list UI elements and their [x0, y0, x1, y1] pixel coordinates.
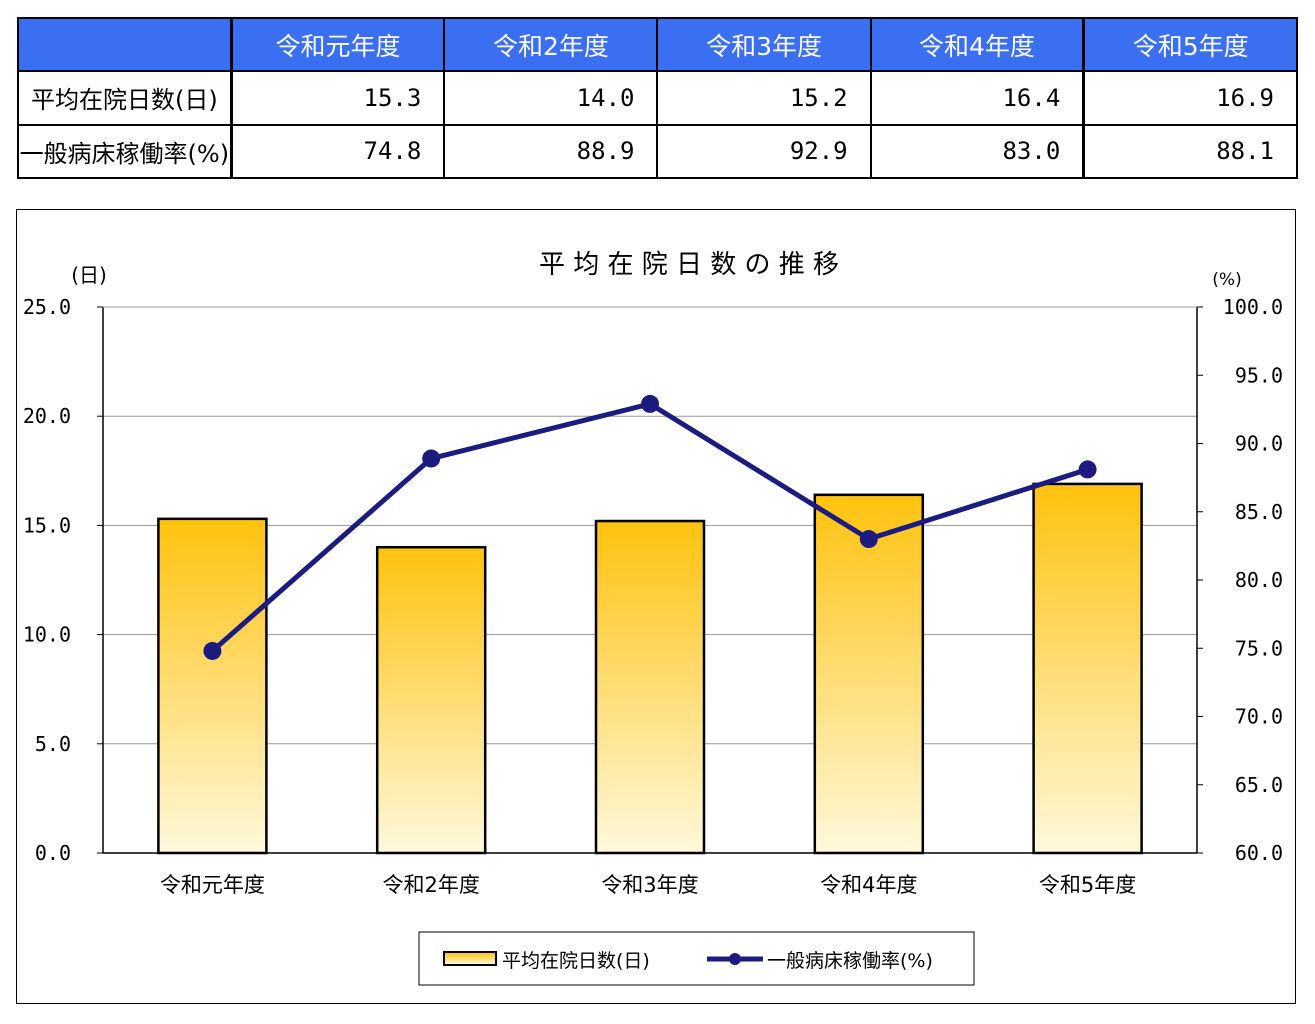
y-right-tick-label: 60.0 [1235, 841, 1283, 865]
y-right-axis-label: (%) [1212, 270, 1241, 290]
y-left-tick-label: 25.0 [23, 295, 71, 319]
x-tick-label: 令和4年度 [820, 873, 917, 897]
table-cell: 15.3 [230, 70, 446, 126]
legend-bar-label: 平均在院日数(日) [502, 950, 650, 972]
legend-bar-swatch [443, 951, 497, 966]
table-row-label: 平均在院日数(日) [16, 70, 233, 126]
table-header-cell: 令和2年度 [443, 16, 659, 73]
y-right-tick-label: 85.0 [1235, 500, 1283, 524]
y-left-tick-label: 0.0 [35, 841, 71, 865]
y-left-tick-label: 15.0 [23, 513, 71, 537]
bar [157, 517, 268, 855]
x-tick-label: 令和5年度 [1039, 873, 1136, 897]
legend-box [418, 931, 975, 986]
chart-title: 平 均 在 院 日 数 の 推 移 [539, 250, 839, 280]
table-cell: 83.0 [869, 123, 1085, 180]
x-tick-label: 令和3年度 [601, 873, 698, 897]
table-row: 平均在院日数(日) 15.3 14.0 15.2 16.4 16.9 [16, 70, 1299, 126]
table-cell: 15.2 [656, 70, 872, 126]
table-cell: 88.1 [1082, 123, 1299, 180]
table-header-cell: 令和3年度 [656, 16, 872, 73]
bar [1032, 482, 1143, 855]
y-right-tick-label: 90.0 [1235, 432, 1283, 456]
table-header-cell: 令和4年度 [869, 16, 1085, 73]
table-header-cell: 令和元年度 [230, 16, 446, 73]
y-left-tick-label: 10.0 [23, 623, 71, 647]
table-corner-cell [16, 16, 233, 73]
plot-layer: 0.0 5.0 10.0 15.0 20.0 25.0 60.0 65.0 70.0 75.0 80… [23, 295, 1283, 897]
y-right-tick-label: 70.0 [1235, 705, 1283, 729]
x-tick-label: 令和2年度 [383, 873, 480, 897]
table-cell: 88.9 [443, 123, 659, 180]
data-table: 令和元年度 令和2年度 令和3年度 令和4年度 令和5年度 平均在院日数(日) … [16, 16, 1299, 180]
y-right-tick-label: 95.0 [1235, 363, 1283, 387]
y-left-tick-label: 20.0 [23, 404, 71, 428]
table-cell: 92.9 [656, 123, 872, 180]
y-right-tick-label: 75.0 [1235, 636, 1283, 660]
bar [375, 545, 487, 855]
table-row: 一般病床稼働率(%) 74.8 88.9 92.9 83.0 88.1 [16, 123, 1299, 180]
legend-line-marker [729, 953, 741, 965]
table-cell: 16.4 [869, 70, 1085, 126]
legend-line-label: 一般病床稼働率(%) [767, 950, 933, 972]
chart-frame: 平 均 在 院 日 数 の 推 移 (日) (%) 0.0 5.0 10.0 15.0… [16, 209, 1296, 1004]
line-point [203, 641, 222, 660]
table-cell: 74.8 [230, 123, 446, 180]
x-tick-label: 令和元年度 [160, 873, 265, 897]
y-right-tick-label: 80.0 [1235, 568, 1283, 592]
table-header-cell: 令和5年度 [1082, 16, 1299, 73]
line-point [641, 394, 659, 413]
y-right-tick-label: 100.0 [1223, 295, 1283, 319]
y-left-axis-label: (日) [71, 263, 107, 287]
line-point [422, 449, 441, 468]
table-cell: 16.9 [1082, 70, 1299, 126]
chart-svg: 平 均 在 院 日 数 の 推 移 (日) (%) 0.0 5.0 10.0 15.0… [23, 250, 1283, 986]
table-row-label: 一般病床稼働率(%) [16, 123, 233, 180]
bar [594, 519, 706, 855]
chart-legend: 平均在院日数(日) 一般病床稼働率(%) [418, 931, 975, 986]
table-cell: 14.0 [443, 70, 659, 126]
bar [813, 493, 925, 855]
y-left-tick-label: 5.0 [35, 732, 71, 756]
y-right-tick-label: 65.0 [1235, 773, 1283, 797]
line-point [859, 530, 878, 549]
line-point [1078, 460, 1097, 479]
table-header-row: 令和元年度 令和2年度 令和3年度 令和4年度 令和5年度 [16, 16, 1299, 73]
